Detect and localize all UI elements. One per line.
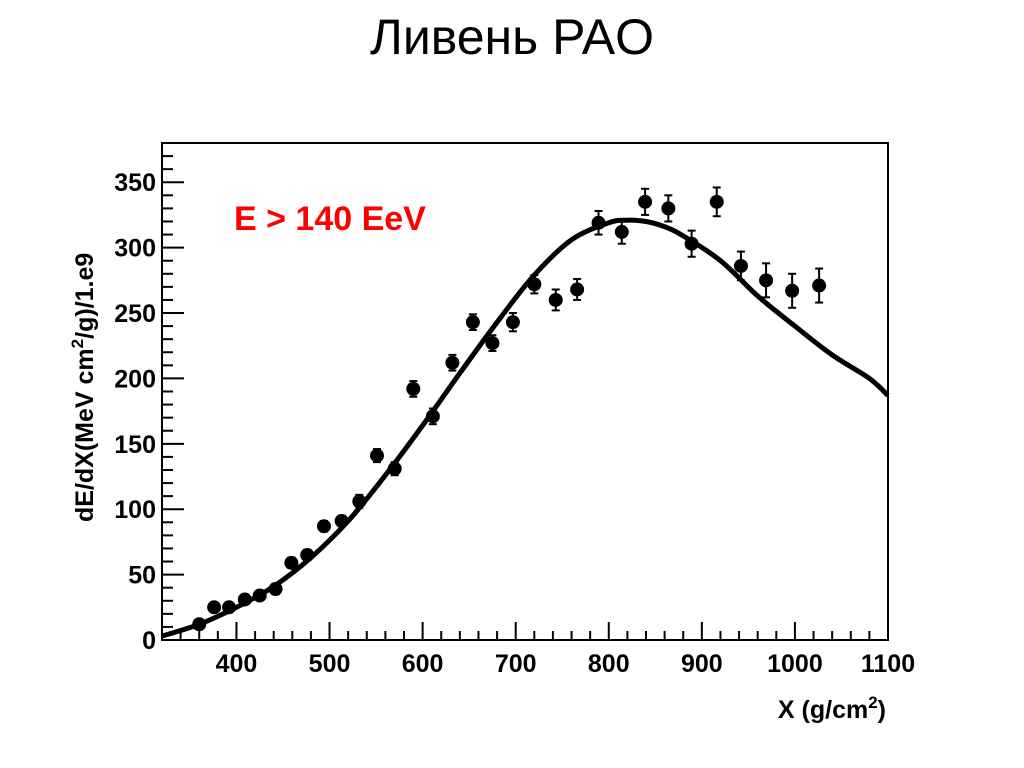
data-point [485, 334, 500, 352]
data-marker [733, 258, 748, 273]
x-tick-label: 700 [495, 650, 537, 678]
y-tick-label: 350 [114, 169, 156, 197]
data-marker [465, 315, 480, 330]
data-point [268, 581, 283, 596]
data-marker [759, 273, 774, 288]
data-point [352, 493, 367, 509]
x-tick-label: 900 [681, 650, 723, 678]
data-point [812, 267, 827, 304]
x-axis-ticks [161, 622, 889, 640]
data-point [237, 592, 252, 607]
data-point [548, 288, 563, 312]
data-point [505, 312, 520, 333]
data-point [300, 547, 315, 562]
data-point [465, 313, 480, 332]
data-point [207, 600, 222, 615]
energy-annotation: E > 140 EeV [234, 200, 426, 238]
data-point [445, 353, 460, 372]
fit-curve-line [161, 217, 890, 639]
data-point [192, 617, 207, 632]
data-point [252, 588, 267, 603]
data-marker [785, 283, 800, 298]
data-marker [684, 236, 699, 251]
data-point [527, 274, 542, 295]
data-point [387, 461, 402, 477]
y-tick-label: 300 [114, 235, 156, 263]
x-axis-title: X (g/cm2) [778, 693, 886, 724]
y-tick-label: 100 [114, 496, 156, 524]
data-marker [445, 355, 460, 370]
data-points [192, 186, 827, 632]
data-point [638, 187, 653, 216]
y-tick-label: 200 [114, 365, 156, 393]
data-marker [406, 381, 421, 396]
data-marker [709, 194, 724, 209]
y-tick-label: 250 [114, 300, 156, 328]
data-marker [548, 292, 563, 307]
data-marker [570, 282, 585, 297]
data-marker [527, 277, 542, 292]
x-tick-label: 600 [402, 650, 444, 678]
x-tick-label: 1000 [767, 650, 823, 678]
data-marker [334, 513, 349, 528]
data-marker [352, 494, 367, 509]
y-tick-label: 0 [142, 627, 156, 655]
data-marker [661, 201, 676, 216]
data-point [591, 210, 606, 236]
data-marker [638, 194, 653, 209]
data-marker [591, 215, 606, 230]
data-point [425, 407, 440, 426]
data-marker [300, 547, 315, 562]
data-marker [284, 555, 299, 570]
y-tick-label: 50 [128, 562, 156, 590]
data-point [316, 519, 331, 534]
data-marker [370, 448, 385, 463]
data-point [370, 448, 385, 464]
data-point [684, 229, 699, 258]
data-marker [316, 519, 331, 534]
data-point [406, 380, 421, 398]
data-marker [812, 278, 827, 293]
data-marker [387, 461, 402, 476]
y-tick-label: 150 [114, 431, 156, 459]
data-marker [485, 336, 500, 351]
data-point [614, 219, 629, 245]
data-marker [505, 315, 520, 330]
y-axis-title: dE/dX(MeV cm2/g)/1.e9 [68, 253, 99, 522]
data-marker [222, 600, 237, 615]
data-point [733, 250, 748, 282]
x-tick-label: 800 [588, 650, 630, 678]
data-marker [207, 600, 222, 615]
data-marker [237, 592, 252, 607]
data-point [334, 513, 349, 528]
data-marker [192, 617, 207, 632]
data-marker [425, 409, 440, 424]
x-tick-label: 1100 [861, 650, 915, 678]
data-point [759, 262, 774, 299]
y-axis-tick-labels: 0 50 100 150 200 250 300 350 [114, 169, 156, 655]
data-point [222, 600, 237, 615]
data-point [661, 194, 676, 223]
data-marker [614, 224, 629, 239]
x-tick-label: 400 [216, 650, 258, 678]
data-marker [252, 588, 267, 603]
x-axis-tick-labels: 400 500 600 700 800 900 1000 1100 [216, 650, 916, 678]
data-point [785, 272, 800, 309]
data-marker [268, 581, 283, 596]
slide-title: Ливень PAO [370, 9, 654, 65]
data-point [709, 186, 724, 218]
y-axis-ticks [162, 142, 184, 641]
data-point [570, 278, 585, 301]
data-point [284, 555, 299, 570]
x-tick-label: 500 [309, 650, 351, 678]
